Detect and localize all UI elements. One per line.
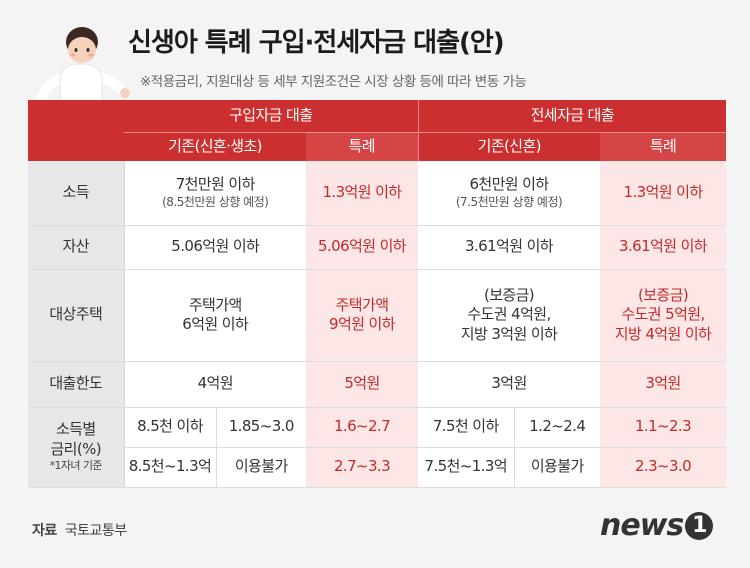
asset-jeonse-existing: 3.61억원 이하	[418, 225, 601, 270]
rate2-purchase-income: 8.5천~1.3억	[124, 447, 216, 488]
cell-value: 7천만원 이하	[175, 175, 256, 194]
cell-note: (8.5천만원 상향 예정)	[162, 194, 269, 209]
header-jeonse-existing: 기존(신혼)	[417, 132, 601, 161]
rate1-jeonse-special: 1.1~2.3	[600, 407, 727, 448]
rate2-purchase-rate: 이용불가	[215, 447, 306, 488]
cell-line: 6억원 이하	[182, 315, 249, 333]
rate-label-note: *1자녀 기준	[49, 459, 103, 473]
header-jeonse-special: 특례	[600, 132, 727, 161]
housing-jeonse-existing: (보증금) 수도권 4억원, 지방 3억원 이하	[418, 269, 601, 362]
source-name: 국토교통부	[64, 523, 127, 539]
header-purchase-special: 특례	[306, 132, 419, 161]
header-jeonse: 전세자금 대출	[417, 100, 727, 133]
header-purchase-existing: 기존(신혼·생초)	[124, 132, 306, 161]
income-purchase-special: 1.3억원 이하	[306, 161, 419, 226]
table-corner	[28, 100, 124, 161]
rate2-jeonse-rate: 이용불가	[513, 447, 601, 488]
rate1-purchase-special: 1.6~2.7	[306, 407, 419, 448]
rate2-jeonse-income: 7.5천~1.3억	[418, 447, 515, 488]
news1-logo: news 1	[600, 508, 714, 543]
row-label-limit: 대출한도	[28, 361, 125, 408]
rate-label-line: 소득별	[55, 420, 96, 439]
rate1-jeonse-income: 7.5천 이하	[418, 407, 515, 448]
income-purchase-existing: 7천만원 이하 (8.5천만원 상향 예정)	[124, 161, 306, 226]
row-label-rate: 소득별 금리(%) *1자녀 기준	[28, 407, 125, 488]
cell-line: 수도권 5억원,	[621, 305, 705, 324]
table-row: 대상주택 주택가액 6억원 이하 주택가액 9억원 이하 (보증금) 수도권 4…	[28, 269, 727, 362]
cell-line: 주택가액	[335, 295, 389, 314]
asset-jeonse-special: 3.61억원 이하	[600, 225, 727, 270]
income-jeonse-special: 1.3억원 이하	[600, 161, 727, 226]
rate1-jeonse-rate: 1.2~2.4	[513, 407, 601, 448]
table-row: 대출한도 4억원 5억원 3억원 3억원	[28, 361, 727, 408]
limit-purchase-existing: 4억원	[124, 361, 306, 408]
subtitle-note: ※적용금리, 지원대상 등 세부 지원조건은 시장 상황 등에 따라 변동 가능	[140, 74, 527, 90]
limit-jeonse-special: 3억원	[600, 361, 727, 408]
table-row: 소득 7천만원 이하 (8.5천만원 상향 예정) 1.3억원 이하 6천만원 …	[28, 161, 727, 226]
asset-purchase-existing: 5.06억원 이하	[124, 225, 306, 270]
rate-label-line: 금리(%)	[50, 439, 102, 458]
housing-purchase-special: 주택가액 9억원 이하	[306, 269, 419, 362]
cell-line: 지방 3억원 이하	[460, 324, 558, 343]
rate2-purchase-special: 2.7~3.3	[306, 447, 419, 488]
cell-line: 수도권 4억원,	[467, 305, 551, 324]
rate2-jeonse-special: 2.3~3.0	[600, 447, 727, 488]
cell-line: 9억원 이하	[329, 315, 396, 333]
loan-comparison-table: 구입자금 대출 전세자금 대출 기존(신혼·생초) 특례 기존(신혼) 특례 소…	[28, 100, 727, 488]
source-label: 자료	[32, 523, 57, 539]
row-label-housing: 대상주택	[28, 269, 125, 362]
limit-jeonse-existing: 3억원	[418, 361, 601, 408]
header-purchase: 구입자금 대출	[124, 100, 419, 133]
logo-text: news	[600, 508, 684, 543]
cell-line: 지방 4억원 이하	[614, 324, 712, 343]
table-row: 자산 5.06억원 이하 5.06억원 이하 3.61억원 이하 3.61억원 …	[28, 225, 727, 270]
cell-note: (7.5천만원 상향 예정)	[455, 194, 563, 209]
source-credit: 자료 국토교통부	[32, 520, 127, 540]
asset-purchase-special: 5.06억원 이하	[306, 225, 419, 270]
cell-line: (보증금)	[637, 285, 689, 304]
cell-line: 주택가액	[188, 295, 242, 314]
housing-purchase-existing: 주택가액 6억원 이하	[124, 269, 306, 362]
row-label-asset: 자산	[28, 225, 125, 270]
income-jeonse-existing: 6천만원 이하 (7.5천만원 상향 예정)	[418, 161, 601, 226]
rate1-purchase-income: 8.5천 이하	[124, 407, 216, 448]
limit-purchase-special: 5억원	[306, 361, 419, 408]
page-title: 신생아 특례 구입·전세자금 대출(안)	[128, 28, 505, 58]
row-label-income: 소득	[28, 161, 125, 226]
housing-jeonse-special: (보증금) 수도권 5억원, 지방 4억원 이하	[600, 269, 727, 362]
table-row: 소득별 금리(%) *1자녀 기준 8.5천 이하 1.85~3.0 1.6~2…	[28, 407, 727, 488]
logo-number: 1	[685, 512, 714, 540]
cell-value: 6천만원 이하	[469, 175, 549, 194]
table-row: 8.5천~1.3억 이용불가 2.7~3.3 7.5천~1.3억 이용불가 2.…	[28, 447, 727, 488]
rate1-purchase-rate: 1.85~3.0	[215, 407, 306, 448]
cell-line: (보증금)	[483, 285, 535, 304]
